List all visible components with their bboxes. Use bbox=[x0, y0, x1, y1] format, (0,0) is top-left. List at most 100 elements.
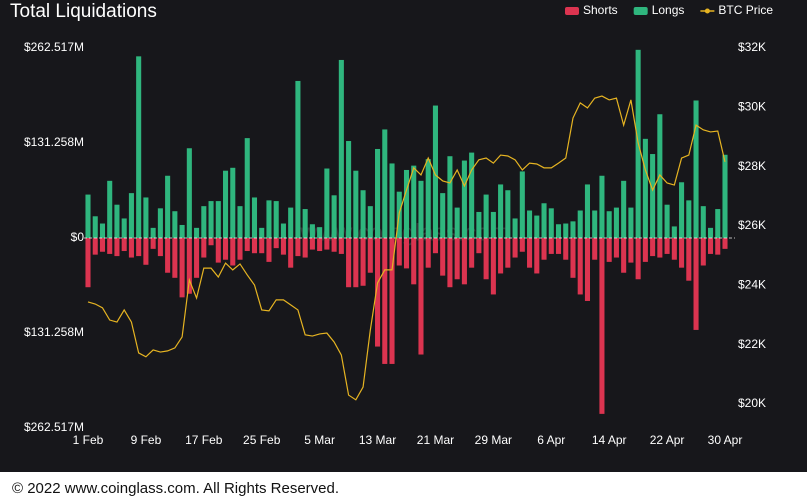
bar bbox=[411, 165, 417, 238]
bar bbox=[715, 209, 721, 238]
bar bbox=[621, 180, 627, 238]
bar bbox=[375, 148, 381, 238]
bar bbox=[223, 170, 229, 238]
bar bbox=[280, 223, 286, 238]
bar bbox=[411, 238, 417, 285]
bar bbox=[454, 238, 460, 280]
bar bbox=[447, 156, 453, 238]
bar bbox=[143, 197, 149, 238]
bar bbox=[259, 238, 265, 254]
bar bbox=[555, 224, 562, 238]
bar bbox=[92, 238, 98, 255]
bar bbox=[534, 215, 540, 238]
legend-swatch bbox=[565, 7, 579, 15]
bar bbox=[693, 238, 699, 330]
bar bbox=[635, 238, 641, 280]
bar bbox=[121, 218, 127, 238]
bar bbox=[490, 238, 496, 295]
bar bbox=[157, 238, 163, 257]
y2-tick-label: $30K bbox=[738, 100, 766, 114]
bar bbox=[309, 224, 315, 238]
bar bbox=[85, 238, 91, 288]
y2-tick-label: $32K bbox=[738, 40, 766, 54]
bar bbox=[577, 238, 583, 295]
bar bbox=[259, 227, 265, 238]
bar bbox=[295, 80, 301, 238]
bar bbox=[266, 200, 272, 238]
bar bbox=[440, 238, 446, 276]
bar bbox=[722, 154, 728, 238]
bar bbox=[592, 238, 598, 260]
bar bbox=[186, 148, 192, 238]
bar bbox=[461, 160, 467, 238]
legend-label: Shorts bbox=[583, 3, 618, 17]
x-tick-label: 30 Apr bbox=[708, 433, 743, 447]
bar bbox=[512, 218, 518, 238]
bar bbox=[389, 163, 395, 238]
x-tick-label: 6 Apr bbox=[537, 433, 565, 447]
bar bbox=[324, 238, 330, 250]
bar bbox=[440, 193, 446, 238]
bar bbox=[512, 238, 518, 258]
bar bbox=[425, 159, 431, 238]
bar bbox=[657, 238, 663, 258]
x-tick-label: 25 Feb bbox=[243, 433, 281, 447]
bar bbox=[570, 221, 576, 238]
bar bbox=[338, 238, 344, 254]
bar bbox=[563, 238, 569, 260]
bar bbox=[584, 238, 590, 301]
bar bbox=[230, 238, 236, 266]
bar bbox=[186, 238, 192, 294]
bar bbox=[353, 170, 359, 238]
y-tick-label: $262.517M bbox=[24, 420, 84, 434]
bar bbox=[519, 238, 525, 252]
bar bbox=[251, 197, 258, 238]
y2-tick-label: $28K bbox=[738, 159, 766, 173]
legend-swatch bbox=[633, 7, 648, 15]
y2-tick-label: $22K bbox=[738, 337, 766, 351]
bar bbox=[403, 238, 410, 269]
bar bbox=[273, 238, 279, 249]
bar bbox=[722, 238, 728, 249]
bar bbox=[642, 238, 648, 262]
bar bbox=[331, 238, 337, 252]
bar bbox=[309, 238, 315, 250]
bar bbox=[693, 100, 699, 238]
bar bbox=[280, 238, 286, 255]
bar bbox=[570, 238, 576, 278]
bar bbox=[295, 238, 301, 257]
bar bbox=[490, 211, 496, 238]
bar bbox=[418, 180, 424, 238]
bar bbox=[360, 238, 366, 286]
footer: © 2022 www.coinglass.com. All Rights Res… bbox=[12, 480, 340, 497]
bar bbox=[432, 105, 438, 238]
bar bbox=[114, 204, 120, 238]
bar bbox=[128, 193, 134, 238]
bar bbox=[592, 210, 598, 238]
bar bbox=[628, 238, 634, 263]
bar bbox=[208, 238, 214, 246]
x-tick-label: 22 Apr bbox=[650, 433, 685, 447]
bar bbox=[548, 208, 554, 238]
bar bbox=[418, 238, 424, 355]
chart: Total Liquidations www.coinglass.com $26… bbox=[0, 0, 807, 472]
bar bbox=[288, 207, 294, 238]
bar bbox=[244, 238, 250, 252]
bar bbox=[302, 238, 308, 258]
bar bbox=[230, 167, 236, 238]
bar bbox=[534, 238, 540, 274]
bar bbox=[483, 238, 489, 280]
bar bbox=[382, 238, 388, 364]
legend-label: Longs bbox=[652, 3, 685, 17]
bar bbox=[599, 238, 605, 414]
bar bbox=[396, 238, 402, 266]
bar bbox=[599, 175, 605, 238]
bar bbox=[324, 168, 330, 238]
bar bbox=[179, 238, 185, 298]
bar bbox=[505, 190, 511, 238]
bar bbox=[331, 195, 337, 238]
bar bbox=[99, 238, 106, 252]
bar bbox=[707, 238, 714, 254]
bar bbox=[541, 203, 547, 238]
